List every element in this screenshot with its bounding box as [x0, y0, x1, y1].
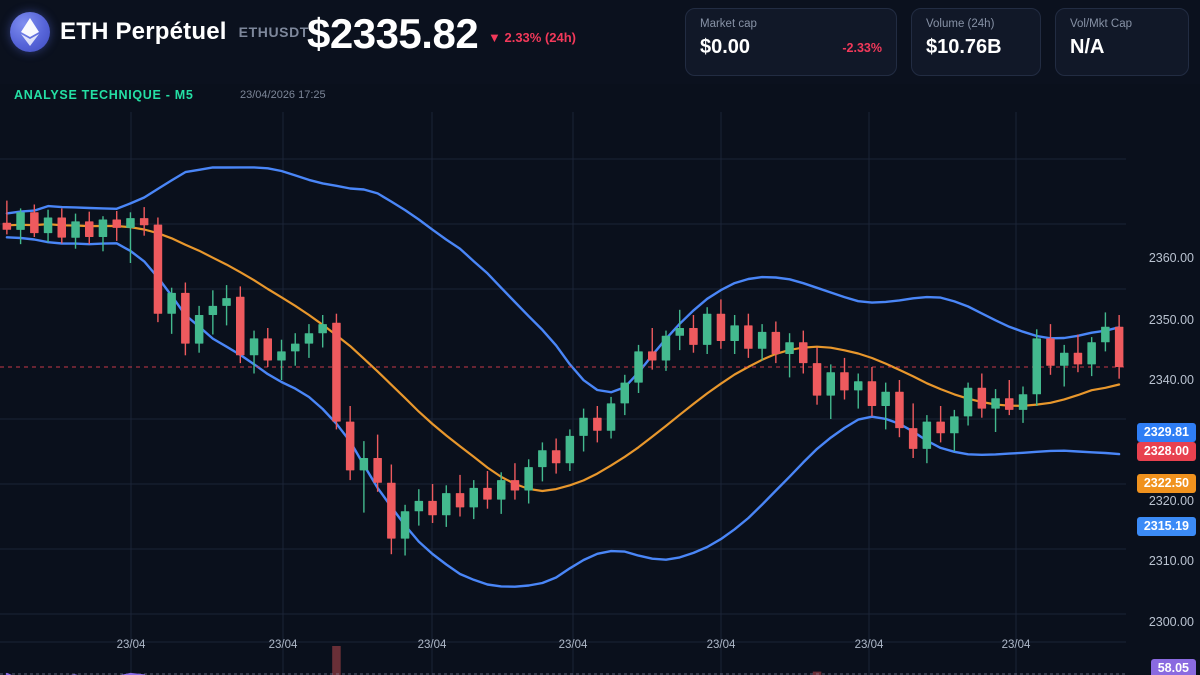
pair-symbol: ETHUSDT — [238, 24, 309, 40]
stat-label: Vol/Mkt Cap — [1070, 18, 1132, 30]
time-axis-label: 23/04 — [417, 639, 447, 651]
price-axis-label: 2340.00 — [1148, 373, 1194, 387]
pair-brand[interactable]: ETH Perpétuel ETHUSDT — [10, 12, 309, 52]
page-title: ETH Perpétuel — [60, 18, 227, 45]
stat-value: $10.76B — [926, 36, 1002, 58]
time-axis-label: 23/04 — [706, 639, 736, 651]
time-axis-label: 23/04 — [116, 639, 146, 651]
stat-change: -2.33% — [842, 41, 882, 55]
price-chart[interactable]: 2360.00 2350.00 2340.00 2320.00 2310.00 2300.… — [0, 112, 1200, 675]
stat-label: Volume (24h) — [926, 18, 995, 30]
time-axis-label: 23/04 — [1001, 639, 1031, 651]
chart-canvas — [0, 112, 1126, 675]
analysis-subheader: ANALYSE TECHNIQUE - M5 23/04/2026 17:25 — [0, 84, 1200, 112]
price-badge: 2328.00 — [1136, 442, 1196, 461]
stat-card-volume-24h: Volume (24h) $10.76B — [911, 8, 1041, 76]
time-axis-label: 23/04 — [558, 639, 588, 651]
price-axis-label: 2320.00 — [1148, 494, 1194, 508]
stat-card-vol-mkt-cap: Vol/Mkt Cap N/A — [1055, 8, 1189, 76]
current-price: $2335.82 — [307, 10, 479, 57]
price-axis-label: 2350.00 — [1148, 313, 1194, 327]
price-badge: 58.05 — [1150, 659, 1196, 675]
stat-value: N/A — [1070, 36, 1105, 58]
price-axis-label: 2300.00 — [1148, 615, 1194, 629]
chart-header: ETH Perpétuel ETHUSDT $2335.82 ▼ 2.33% (… — [0, 0, 1200, 84]
price-change-badge: ▼ 2.33% (24h) — [488, 30, 577, 45]
price-badge: 2315.19 — [1136, 517, 1196, 536]
ethereum-icon — [10, 12, 50, 52]
analysis-timestamp: 23/04/2026 17:25 — [240, 89, 326, 101]
price-axis-label: 2360.00 — [1148, 251, 1194, 265]
price-badge: 2329.81 — [1136, 423, 1196, 442]
stat-card-market-cap: Market cap $0.00 -2.33% — [685, 8, 897, 76]
time-axis-label: 23/04 — [854, 639, 884, 651]
time-axis-label: 23/04 — [268, 639, 298, 651]
stat-value: $0.00 — [700, 36, 751, 58]
stat-label: Market cap — [700, 18, 757, 30]
price-axis-label: 2310.00 — [1148, 554, 1194, 568]
price-badge: 2322.50 — [1136, 474, 1196, 493]
analysis-title: ANALYSE TECHNIQUE - M5 — [14, 88, 194, 102]
